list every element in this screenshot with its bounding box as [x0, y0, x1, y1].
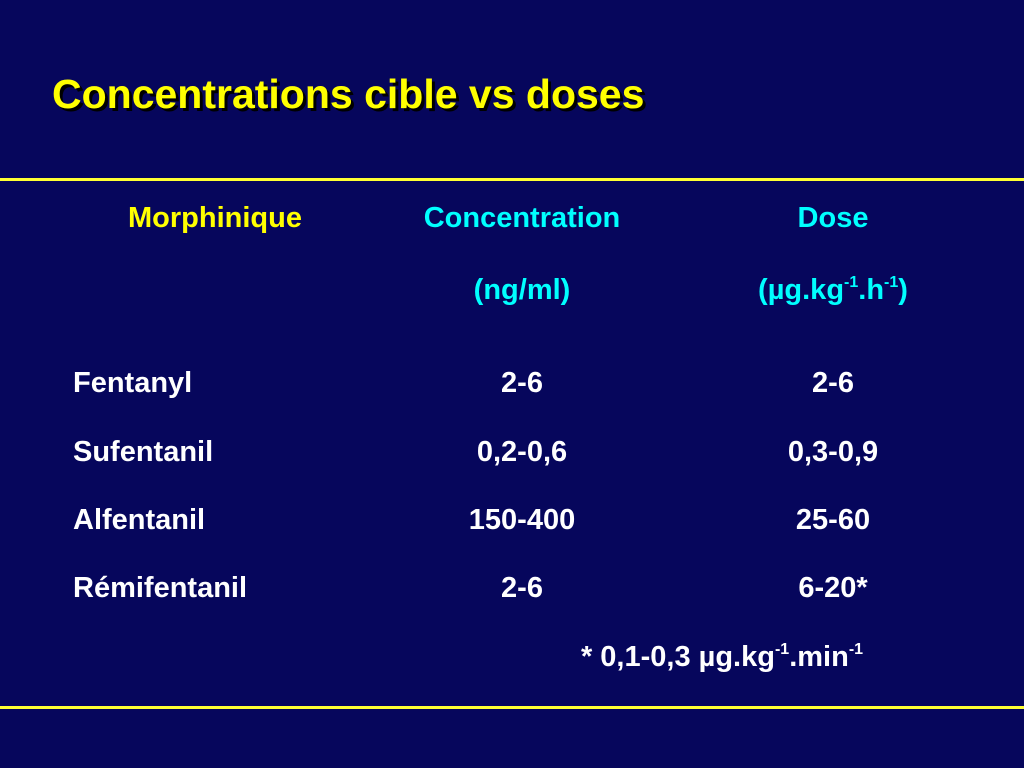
cell-value: 0,2-0,6	[476, 436, 568, 468]
row-label: Alfentanil	[73, 504, 206, 536]
rule	[0, 706, 1024, 709]
cell-value: 0,3-0,9	[787, 436, 879, 468]
footnote: * 0,1-0,3 µg.kg-1.min-1	[580, 641, 864, 673]
row-label: Sufentanil	[73, 436, 214, 468]
row-label: Fentanyl	[73, 367, 193, 399]
unit-text: .h	[858, 274, 885, 306]
footnote-exponent: -1	[774, 641, 790, 658]
unit: (µg.kg-1.h-1)	[758, 274, 908, 306]
title: Concentrations cible vs doses	[52, 71, 645, 117]
unit-exponent: -1	[884, 274, 899, 291]
unit-text: )	[898, 274, 908, 306]
unit-text: (ng/ml)	[473, 274, 571, 306]
column-header: Morphinique	[128, 202, 302, 234]
column-header: Dose	[797, 202, 869, 234]
cell-value: 2-6	[501, 367, 543, 399]
cell-value: 150-400	[468, 504, 576, 536]
cell-value: 2-6	[501, 572, 543, 604]
cell-value: 6-20*	[798, 572, 868, 604]
row-label: Rémifentanil	[73, 572, 248, 604]
unit-exponent: -1	[844, 274, 859, 291]
footnote-text: .min	[789, 641, 849, 673]
column-header: Concentration	[423, 202, 621, 234]
unit-text: (µg.kg	[758, 274, 845, 306]
cell-value: 25-60	[795, 504, 871, 536]
footnote-text: * 0,1-0,3 µg.kg	[580, 641, 775, 673]
unit: (ng/ml)	[474, 276, 571, 305]
rule	[0, 178, 1024, 181]
cell-value: 2-6	[812, 367, 854, 399]
footnote-exponent: -1	[848, 641, 864, 658]
